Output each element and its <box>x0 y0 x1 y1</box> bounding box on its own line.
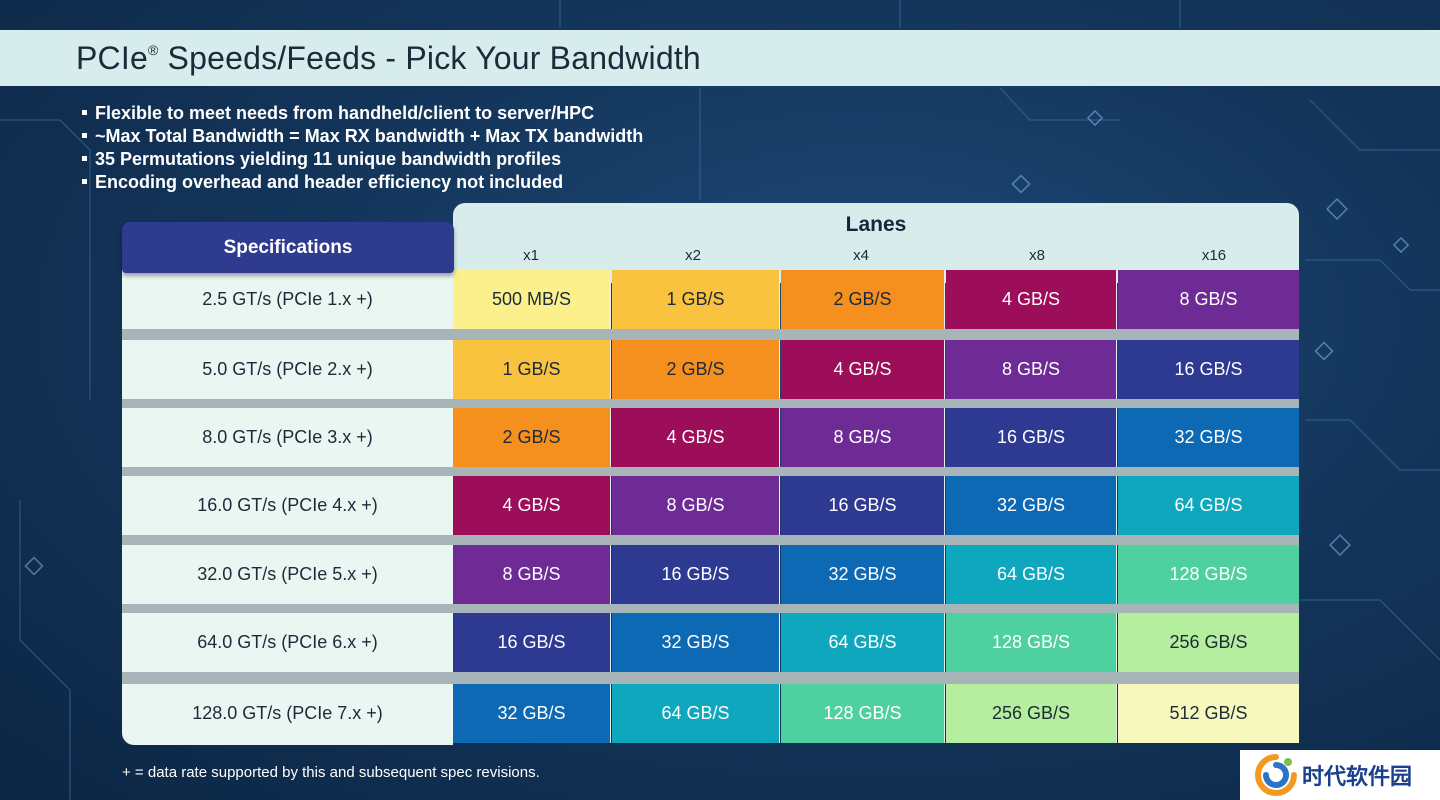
bandwidth-cell: 1 GB/S <box>612 270 780 329</box>
bandwidth-cell: 4 GB/S <box>612 408 780 467</box>
row-separator <box>122 672 1299 684</box>
spec-label: 128.0 GT/s (PCIe 7.x +) <box>192 703 383 723</box>
row-separator <box>122 535 1299 545</box>
bandwidth-cell: 16 GB/S <box>1118 340 1299 399</box>
footnote: + = data rate supported by this and subs… <box>122 764 540 781</box>
bullet-item: ~Max Total Bandwidth = Max RX bandwidth … <box>82 125 643 148</box>
bandwidth-cell: 8 GB/S <box>612 476 780 535</box>
lane-label-x2: x2 <box>685 247 701 264</box>
bandwidth-cell: 2 GB/S <box>612 340 780 399</box>
spec-header: Specifications <box>122 222 454 273</box>
lane-label-x16: x16 <box>1201 247 1227 264</box>
bullet-square-icon <box>82 110 87 115</box>
title-main: PCIe <box>76 39 148 76</box>
spec-label: 2.5 GT/s (PCIe 1.x +) <box>202 289 373 309</box>
bullet-item: 35 Permutations yielding 11 unique bandw… <box>82 148 643 171</box>
title-rest: Speeds/Feeds - Pick Your Bandwidth <box>158 39 701 76</box>
lane-label-x8: x8 <box>1029 247 1045 264</box>
logo-icon <box>1255 754 1297 796</box>
bandwidth-cell: 32 GB/S <box>946 476 1117 535</box>
row-separator <box>122 399 1299 408</box>
bandwidth-cell: 32 GB/S <box>781 545 945 604</box>
bullet-square-icon <box>82 156 87 161</box>
bandwidth-cell: 16 GB/S <box>612 545 780 604</box>
bullet-item: Flexible to meet needs from handheld/cli… <box>82 102 643 125</box>
lane-label-x4: x4 <box>853 247 869 264</box>
bullet-item: Encoding overhead and header efficiency … <box>82 171 643 194</box>
spec-column-panel <box>122 260 453 745</box>
row-separator <box>122 329 1299 340</box>
bullet-square-icon <box>82 179 87 184</box>
row-separator <box>122 467 1299 476</box>
bandwidth-cell: 64 GB/S <box>781 613 945 672</box>
bandwidth-cell: 16 GB/S <box>781 476 945 535</box>
bandwidth-cell: 4 GB/S <box>946 270 1117 329</box>
bandwidth-cell: 8 GB/S <box>946 340 1117 399</box>
spec-label: 8.0 GT/s (PCIe 3.x +) <box>202 427 373 447</box>
bandwidth-cell: 64 GB/S <box>612 684 780 743</box>
watermark-logo: 时代软件园 <box>1240 750 1440 800</box>
lanes-header-panel: Lanes x1 x2 x4 x8 x16 <box>453 203 1299 283</box>
logo-text: 时代软件园 <box>1302 765 1413 790</box>
bandwidth-cell: 4 GB/S <box>453 476 611 535</box>
bandwidth-cell: 8 GB/S <box>1118 270 1299 329</box>
bandwidth-cell: 8 GB/S <box>453 545 611 604</box>
bandwidth-cell: 2 GB/S <box>453 408 611 467</box>
bandwidth-cell: 32 GB/S <box>453 684 611 743</box>
bandwidth-cell: 128 GB/S <box>1118 545 1299 604</box>
bullet-list: Flexible to meet needs from handheld/cli… <box>82 102 643 194</box>
spec-label: 64.0 GT/s (PCIe 6.x +) <box>197 632 378 652</box>
lanes-title: Lanes <box>845 213 907 236</box>
bandwidth-cell: 32 GB/S <box>612 613 780 672</box>
spec-label: 16.0 GT/s (PCIe 4.x +) <box>197 495 378 515</box>
spec-label: 5.0 GT/s (PCIe 2.x +) <box>202 359 373 379</box>
bandwidth-cell: 512 GB/S <box>1118 684 1299 743</box>
row-separator <box>122 604 1299 613</box>
bandwidth-cell: 64 GB/S <box>1118 476 1299 535</box>
bandwidth-cell: 256 GB/S <box>1118 613 1299 672</box>
bandwidth-cell: 128 GB/S <box>946 613 1117 672</box>
bandwidth-cell: 500 MB/S <box>453 270 611 329</box>
bandwidth-cell: 1 GB/S <box>453 340 611 399</box>
lane-label-x1: x1 <box>523 247 539 264</box>
bandwidth-cell: 32 GB/S <box>1118 408 1299 467</box>
bullet-square-icon <box>82 133 87 138</box>
bandwidth-cell: 128 GB/S <box>781 684 945 743</box>
bandwidth-cell: 2 GB/S <box>781 270 945 329</box>
bandwidth-cell: 8 GB/S <box>781 408 945 467</box>
page-title: PCIe® Speeds/Feeds - Pick Your Bandwidth <box>76 40 701 77</box>
title-bar: PCIe® Speeds/Feeds - Pick Your Bandwidth <box>0 30 1440 86</box>
bandwidth-cell: 256 GB/S <box>946 684 1117 743</box>
registered-mark: ® <box>147 41 159 58</box>
bandwidth-cell: 64 GB/S <box>946 545 1117 604</box>
bandwidth-cell: 16 GB/S <box>946 408 1117 467</box>
bandwidth-cell: 4 GB/S <box>781 340 945 399</box>
spec-label: 32.0 GT/s (PCIe 5.x +) <box>197 564 378 584</box>
bandwidth-cell: 16 GB/S <box>453 613 611 672</box>
